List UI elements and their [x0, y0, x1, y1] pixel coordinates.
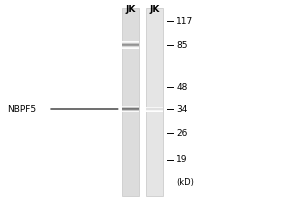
Text: 19: 19 — [176, 156, 188, 164]
Bar — [146, 110, 163, 111]
Bar — [122, 47, 139, 48]
Text: 34: 34 — [176, 104, 188, 114]
Bar — [146, 106, 163, 107]
Bar — [122, 111, 139, 112]
Bar — [122, 109, 139, 110]
Bar — [122, 106, 139, 107]
Bar — [146, 111, 163, 112]
Bar — [122, 43, 139, 44]
Text: JK: JK — [125, 5, 136, 14]
Bar — [146, 108, 163, 109]
Bar — [122, 108, 139, 109]
Bar — [146, 109, 163, 110]
Bar — [122, 42, 139, 43]
Bar — [122, 107, 139, 108]
Bar — [122, 8, 139, 196]
Bar — [122, 45, 139, 46]
Bar — [122, 46, 139, 47]
Bar — [146, 107, 163, 108]
Bar — [146, 8, 163, 196]
Text: 48: 48 — [176, 83, 188, 92]
Text: (kD): (kD) — [176, 178, 194, 188]
Text: 85: 85 — [176, 40, 188, 49]
Text: NBPF5: NBPF5 — [8, 104, 37, 114]
Text: 117: 117 — [176, 17, 194, 25]
Bar — [122, 44, 139, 45]
Text: 26: 26 — [176, 129, 188, 138]
Text: JK: JK — [149, 5, 160, 14]
Bar — [122, 110, 139, 111]
